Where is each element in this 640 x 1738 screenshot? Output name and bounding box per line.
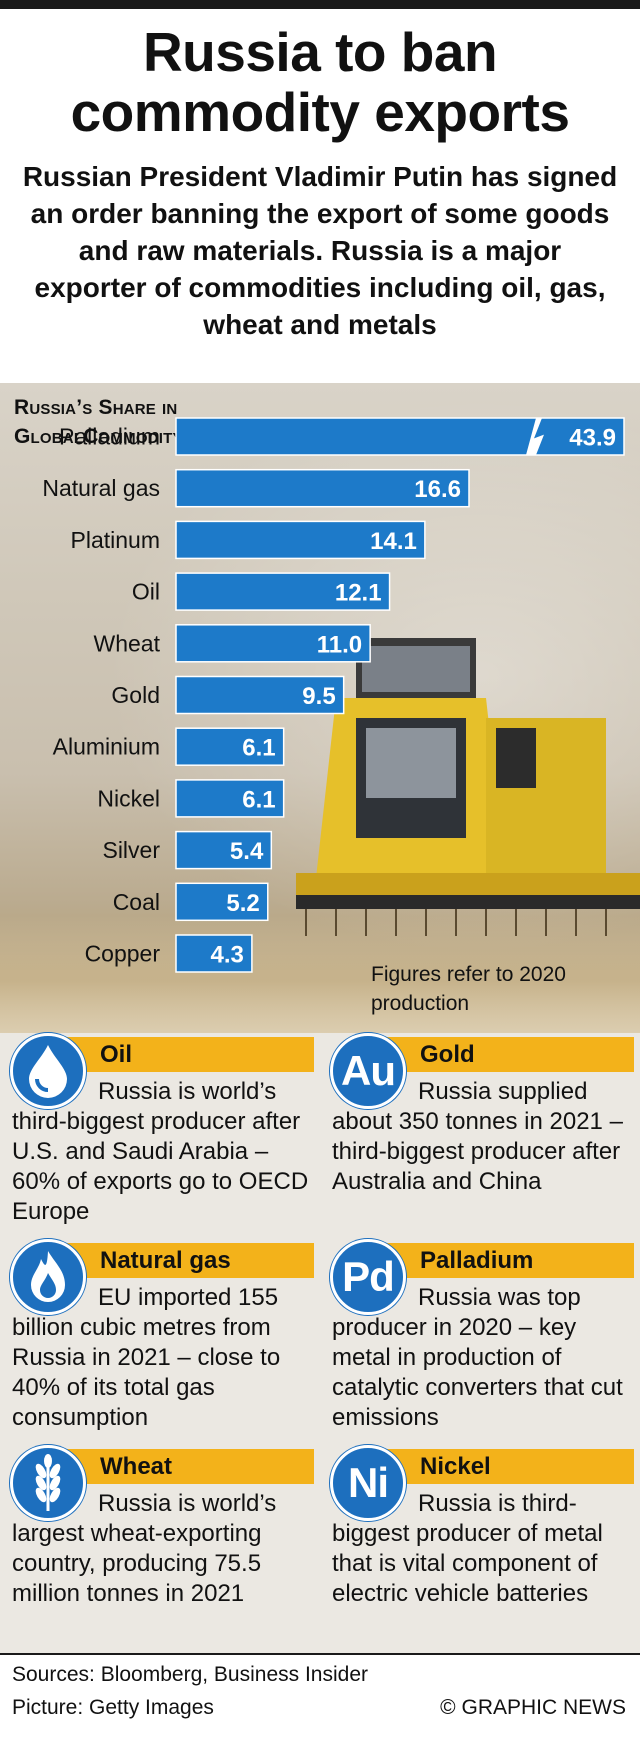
card-title: Wheat bbox=[100, 1453, 172, 1480]
card-nickel: Nickel Ni Russia is third-biggest produc… bbox=[320, 1445, 640, 1650]
card-title: Natural gas bbox=[100, 1247, 231, 1274]
bar bbox=[175, 675, 345, 715]
badge-symbol: Au bbox=[341, 1047, 396, 1094]
oil-drop-icon bbox=[10, 1033, 86, 1109]
bar bbox=[175, 779, 285, 818]
bar-chart: Palladium 43.9 Natural gas 16.6 Platinum 14.1… bbox=[42, 417, 625, 973]
value-label: 14.1 bbox=[370, 528, 417, 555]
info-section: Oil Russia is world’s third-biggest prod… bbox=[0, 1033, 640, 1653]
card-gold: Gold Au Russia supplied about 350 tonnes… bbox=[320, 1033, 640, 1238]
chart-panel: Russia’s Share in GlobalCommodity Produc… bbox=[0, 383, 640, 1033]
card-title: Oil bbox=[100, 1041, 133, 1068]
card-palladium: Palladium Pd Russia was top producer in … bbox=[320, 1239, 640, 1444]
footer-rule bbox=[0, 1653, 640, 1655]
value-label: 5.4 bbox=[230, 838, 264, 865]
card-body: Russia is world’s third-biggest producer… bbox=[12, 1078, 309, 1225]
category-label: Palladium bbox=[59, 424, 160, 450]
card-oil: Oil Russia is world’s third-biggest prod… bbox=[0, 1033, 320, 1238]
bar bbox=[175, 468, 470, 508]
gas-flame-icon bbox=[10, 1239, 86, 1315]
combine-harvester-illustration bbox=[296, 638, 640, 936]
value-label: 5.2 bbox=[226, 890, 259, 917]
value-label: 16.6 bbox=[414, 476, 461, 503]
card-body: Russia is third-biggest producer of meta… bbox=[332, 1490, 603, 1607]
chart-title-line1: Russia’s Share in bbox=[14, 396, 178, 419]
bar bbox=[175, 520, 426, 560]
badge-symbol: Pd bbox=[342, 1253, 395, 1300]
card-title-band bbox=[364, 1449, 634, 1484]
card-natural-gas: Natural gas EU imported 155 billion cubi… bbox=[0, 1239, 320, 1444]
deck-text: Russian President Vladimir Putin has sig… bbox=[22, 161, 618, 340]
bar bbox=[175, 727, 285, 766]
bar bbox=[175, 830, 273, 870]
card-title-band bbox=[44, 1037, 314, 1072]
bar bbox=[175, 934, 253, 973]
category-label: Wheat bbox=[94, 630, 161, 656]
field-haze bbox=[0, 903, 640, 1033]
value-label: 9.5 bbox=[302, 683, 335, 710]
category-label: Oil bbox=[132, 579, 160, 605]
card-title-band bbox=[44, 1449, 314, 1484]
palladium-symbol-badge: Pd bbox=[330, 1239, 406, 1315]
card-wheat: Wheat Russia is world’s largest wheat-ex… bbox=[0, 1445, 320, 1650]
category-label: Silver bbox=[102, 837, 160, 863]
value-label: 12.1 bbox=[335, 580, 382, 607]
card-title: Palladium bbox=[420, 1247, 534, 1274]
badge-symbol: Ni bbox=[348, 1459, 389, 1506]
category-label: Gold bbox=[111, 682, 160, 708]
card-title-band bbox=[364, 1037, 634, 1072]
value-label: 6.1 bbox=[242, 735, 275, 762]
category-label: Copper bbox=[85, 941, 161, 967]
bar bbox=[175, 572, 391, 611]
top-rule bbox=[0, 0, 640, 9]
card-title: Gold bbox=[420, 1041, 475, 1068]
gold-symbol-badge: Au bbox=[330, 1033, 406, 1109]
bar bbox=[175, 417, 625, 456]
card-title-band bbox=[44, 1243, 314, 1278]
card-title: Nickel bbox=[420, 1453, 491, 1480]
category-label: Natural gas bbox=[42, 475, 160, 501]
chart-note: Figures refer to 2020 production bbox=[371, 963, 566, 1015]
card-body: EU imported 155 billion cubic metres fro… bbox=[12, 1284, 281, 1431]
card-body: Russia was top producer in 2020 – key me… bbox=[332, 1284, 623, 1431]
graphic-news-credit: © GRAPHIC NEWS bbox=[440, 1696, 626, 1719]
category-label: Platinum bbox=[71, 527, 160, 553]
wheat-ear-icon bbox=[10, 1445, 86, 1521]
bar bbox=[175, 882, 269, 922]
card-body: Russia supplied about 350 tonnes in 2021… bbox=[332, 1078, 623, 1195]
card-title-band bbox=[364, 1243, 634, 1278]
category-label: Nickel bbox=[97, 785, 160, 811]
bar bbox=[175, 624, 371, 663]
category-label: Coal bbox=[113, 889, 160, 915]
value-label: 43.9 bbox=[569, 425, 616, 452]
value-label: 11.0 bbox=[317, 631, 362, 658]
category-label: Aluminium bbox=[53, 734, 160, 760]
axis-break-mark bbox=[526, 418, 544, 455]
nickel-symbol-badge: Ni bbox=[330, 1445, 406, 1521]
headline: Russia to ban commodity exports bbox=[70, 21, 570, 143]
card-body: Russia is world’s largest wheat-exportin… bbox=[12, 1490, 277, 1607]
value-label: 6.1 bbox=[242, 786, 275, 813]
picture-credit: Picture: Getty Images bbox=[12, 1696, 214, 1719]
value-label: 4.3 bbox=[211, 942, 244, 969]
sources-text: Sources: Bloomberg, Business Insider bbox=[12, 1663, 369, 1686]
